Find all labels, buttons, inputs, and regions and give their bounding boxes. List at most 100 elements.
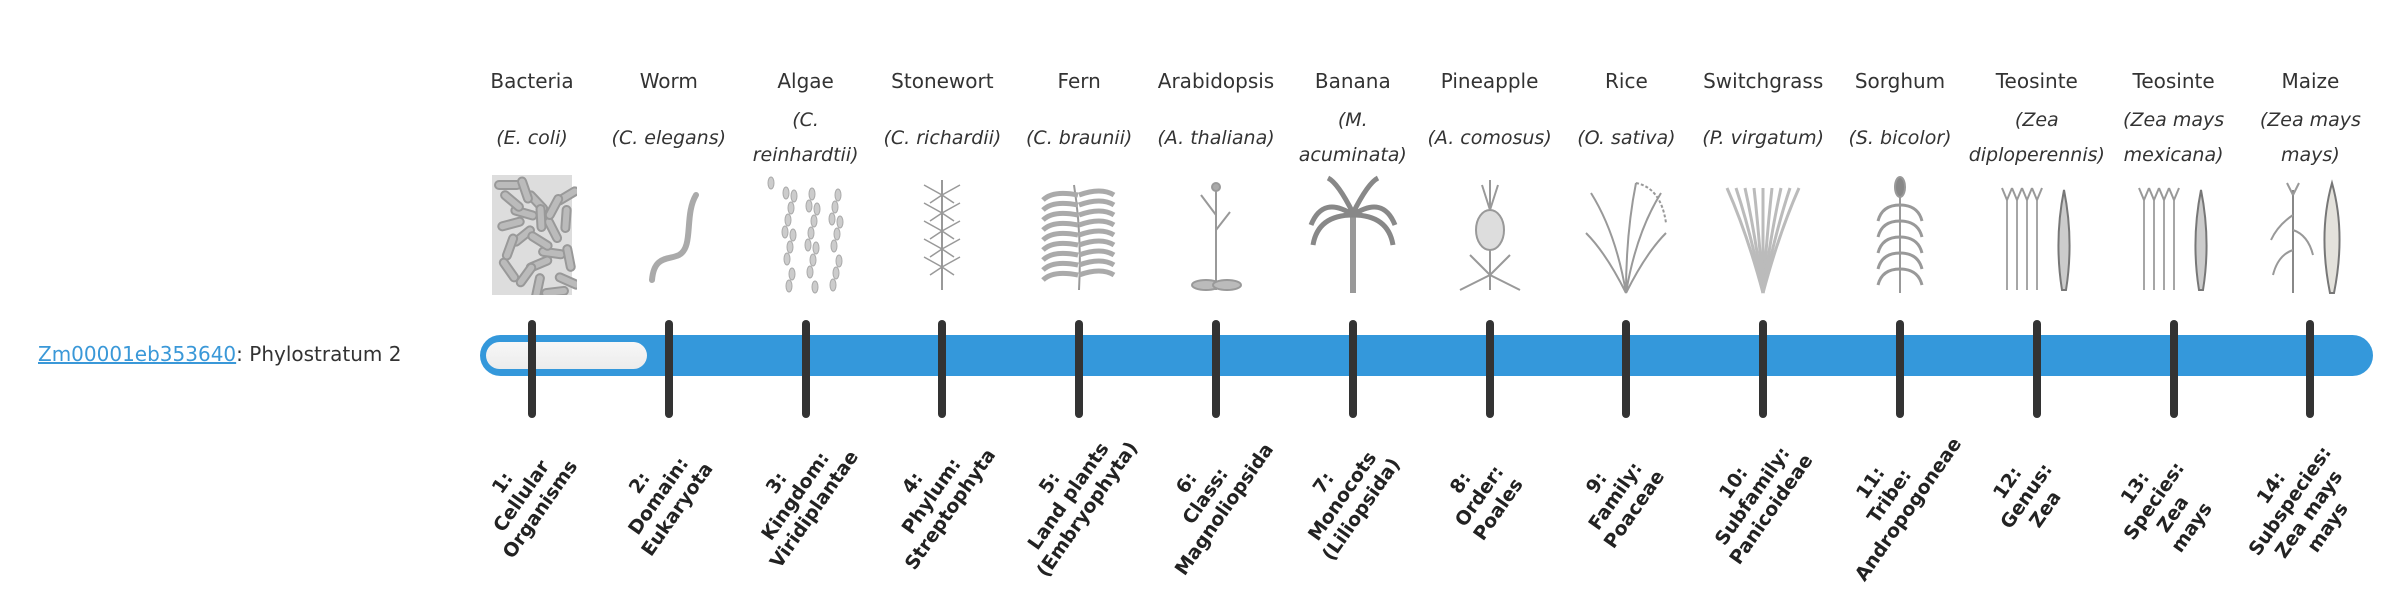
stratum-tick <box>1759 320 1768 418</box>
organism-scientific-name-box: (C. braunii) <box>1011 100 1147 176</box>
organism-scientific-name: (C. elegans) <box>611 126 727 149</box>
stratum-tick <box>528 320 536 418</box>
organism-scientific-name-box: (A. thaliana) <box>1148 100 1284 176</box>
teosinte-icon <box>2129 175 2219 299</box>
pineapple-icon <box>1445 175 1535 299</box>
organism-scientific-name-box: (Zea diploperennis) <box>1969 100 2105 176</box>
phylostratum-text: : Phylostratum 2 <box>236 342 402 366</box>
organism-scientific-name: (A. comosus) <box>1427 126 1552 149</box>
organism-common-name: Arabidopsis <box>1157 69 1275 93</box>
organism-scientific-name: (C. braunii) <box>1026 126 1133 149</box>
organism-scientific-name: (Zea diploperennis) <box>1968 109 2105 166</box>
organism-scientific-name-box: (Zea mays mexicana) <box>2106 100 2242 176</box>
organism-common-name: Banana <box>1314 69 1391 93</box>
organism-common-name: Worm <box>639 69 698 93</box>
organism-scientific-name-box: (M. acuminata) <box>1285 100 1421 176</box>
organism-scientific-name-box: (C. elegans) <box>601 100 737 176</box>
stratum-label: 1: Cellular Organisms <box>445 407 599 586</box>
organism-common-name: Bacteria <box>490 69 574 93</box>
stonewort-icon <box>897 175 987 299</box>
stratum-label: 10: Subfamily: Panicoideae <box>1676 407 1830 586</box>
algae-icon <box>761 175 851 299</box>
maize-icon <box>2265 175 2355 299</box>
organism-scientific-name-box: (A. comosus) <box>1422 100 1558 176</box>
arabidopsis-icon <box>1171 175 1261 299</box>
organism-scientific-name-box: (P. virgatum) <box>1695 100 1831 176</box>
stratum-label: 3: Kingdom: Viridiplantae <box>719 407 873 586</box>
organism-common-name: Teosinte <box>2132 69 2215 93</box>
organism-common-name: Fern <box>1057 69 1101 93</box>
worm-icon <box>624 175 714 299</box>
organism-common-name: Switchgrass <box>1703 69 1824 93</box>
organism-scientific-name-box: (O. sativa) <box>1558 100 1694 176</box>
organism-common-name: Stonewort <box>891 69 994 93</box>
phylostratum-bar <box>480 335 2373 376</box>
organism-image <box>1832 175 1968 299</box>
organism-scientific-name: (C. reinhardtii) <box>752 109 859 166</box>
stratum-label: 8: Order: Poales <box>1403 407 1557 586</box>
organism-common-name: Sorghum <box>1854 69 1946 93</box>
organism-image <box>738 175 874 299</box>
organism-image <box>2242 177 2378 297</box>
organism-scientific-name-box: (Zea mays mays) <box>2242 100 2378 176</box>
stratum-label: 14: Subspecies: Zea mays mays <box>2214 412 2387 604</box>
stratum-tick <box>1075 320 1084 418</box>
teosinte-icon <box>1992 175 2082 299</box>
organism-common-name: Pineapple <box>1440 69 1539 93</box>
organism-image <box>464 175 600 301</box>
organism-scientific-name: (O. sativa) <box>1577 126 1676 149</box>
organism-scientific-name: (Zea mays mexicana) <box>2123 109 2225 166</box>
stratum-tick <box>1212 320 1220 418</box>
stratum-label: 7: Monocots (Liliopsida) <box>1266 407 1420 586</box>
stratum-tick <box>664 320 673 418</box>
stratum-tick <box>2169 320 2178 418</box>
organism-image <box>1011 177 1147 297</box>
stratum-tick <box>1622 320 1631 418</box>
stratum-label: 12: Genus: Zea <box>1950 407 2104 586</box>
stratum-tick <box>801 320 810 418</box>
stratum-label: 9: Family: Poaceae <box>1539 407 1693 586</box>
gene-phylostratum-label: Zm00001eb353640: Phylostratum 2 <box>38 339 401 369</box>
stratum-tick <box>2306 320 2315 418</box>
organism-scientific-name: (E. coli) <box>496 126 568 149</box>
organism-scientific-name: (P. virgatum) <box>1702 126 1825 149</box>
organism-scientific-name-box: (E. coli) <box>464 100 600 176</box>
organism-common-name: Rice <box>1605 69 1648 93</box>
organism-scientific-name: (M. acuminata) <box>1298 109 1407 166</box>
organism-common-name: Maize <box>2281 69 2340 93</box>
banana-icon <box>1308 175 1398 299</box>
stratum-tick <box>1348 320 1357 418</box>
organism-image <box>1695 177 1831 297</box>
gene-id-link[interactable]: Zm00001eb353640 <box>38 342 237 366</box>
stratum-label: 6: Class: Magnoliopsida <box>1129 407 1283 586</box>
organism-image <box>1969 177 2105 297</box>
rice-icon <box>1581 175 1671 299</box>
stratum-label: 11: Tribe: Andropogoneae <box>1813 407 1967 586</box>
stratum-label: 4: Phylum: Streptophyta <box>855 407 1009 586</box>
organism-scientific-name-box: (C. richardii) <box>874 100 1010 176</box>
stratum-tick <box>938 320 947 418</box>
organism-scientific-name: (A. thaliana) <box>1157 126 1275 149</box>
stratum-label: 13: Species: Zea mays <box>2077 412 2250 604</box>
organism-scientific-name-box: (S. bicolor) <box>1832 100 1968 176</box>
organism-image <box>1148 177 1284 297</box>
bacteria-icon <box>487 175 582 301</box>
organism-scientific-name: (S. bicolor) <box>1848 126 1952 149</box>
organism-image <box>1285 175 1421 299</box>
organism-scientific-name-box: (C. reinhardtii) <box>738 100 874 176</box>
organism-image <box>874 177 1010 297</box>
phylostratum-bar-unfilled <box>486 342 647 369</box>
fern-icon <box>1034 175 1124 299</box>
stratum-label: 5: Land plants (Embryophyta) <box>992 407 1146 586</box>
stratum-tick <box>2032 320 2041 418</box>
organism-image <box>2106 177 2242 297</box>
organism-scientific-name: (C. richardii) <box>883 126 1002 149</box>
sorghum-icon <box>1855 175 1945 299</box>
organism-image <box>601 177 737 297</box>
organism-common-name: Teosinte <box>1995 69 2078 93</box>
organism-image <box>1558 177 1694 297</box>
stratum-label: 2: Domain: Eukaryota <box>582 407 736 586</box>
stratum-tick <box>1485 320 1494 418</box>
organism-image <box>1422 177 1558 297</box>
switchgrass-icon <box>1718 175 1808 299</box>
